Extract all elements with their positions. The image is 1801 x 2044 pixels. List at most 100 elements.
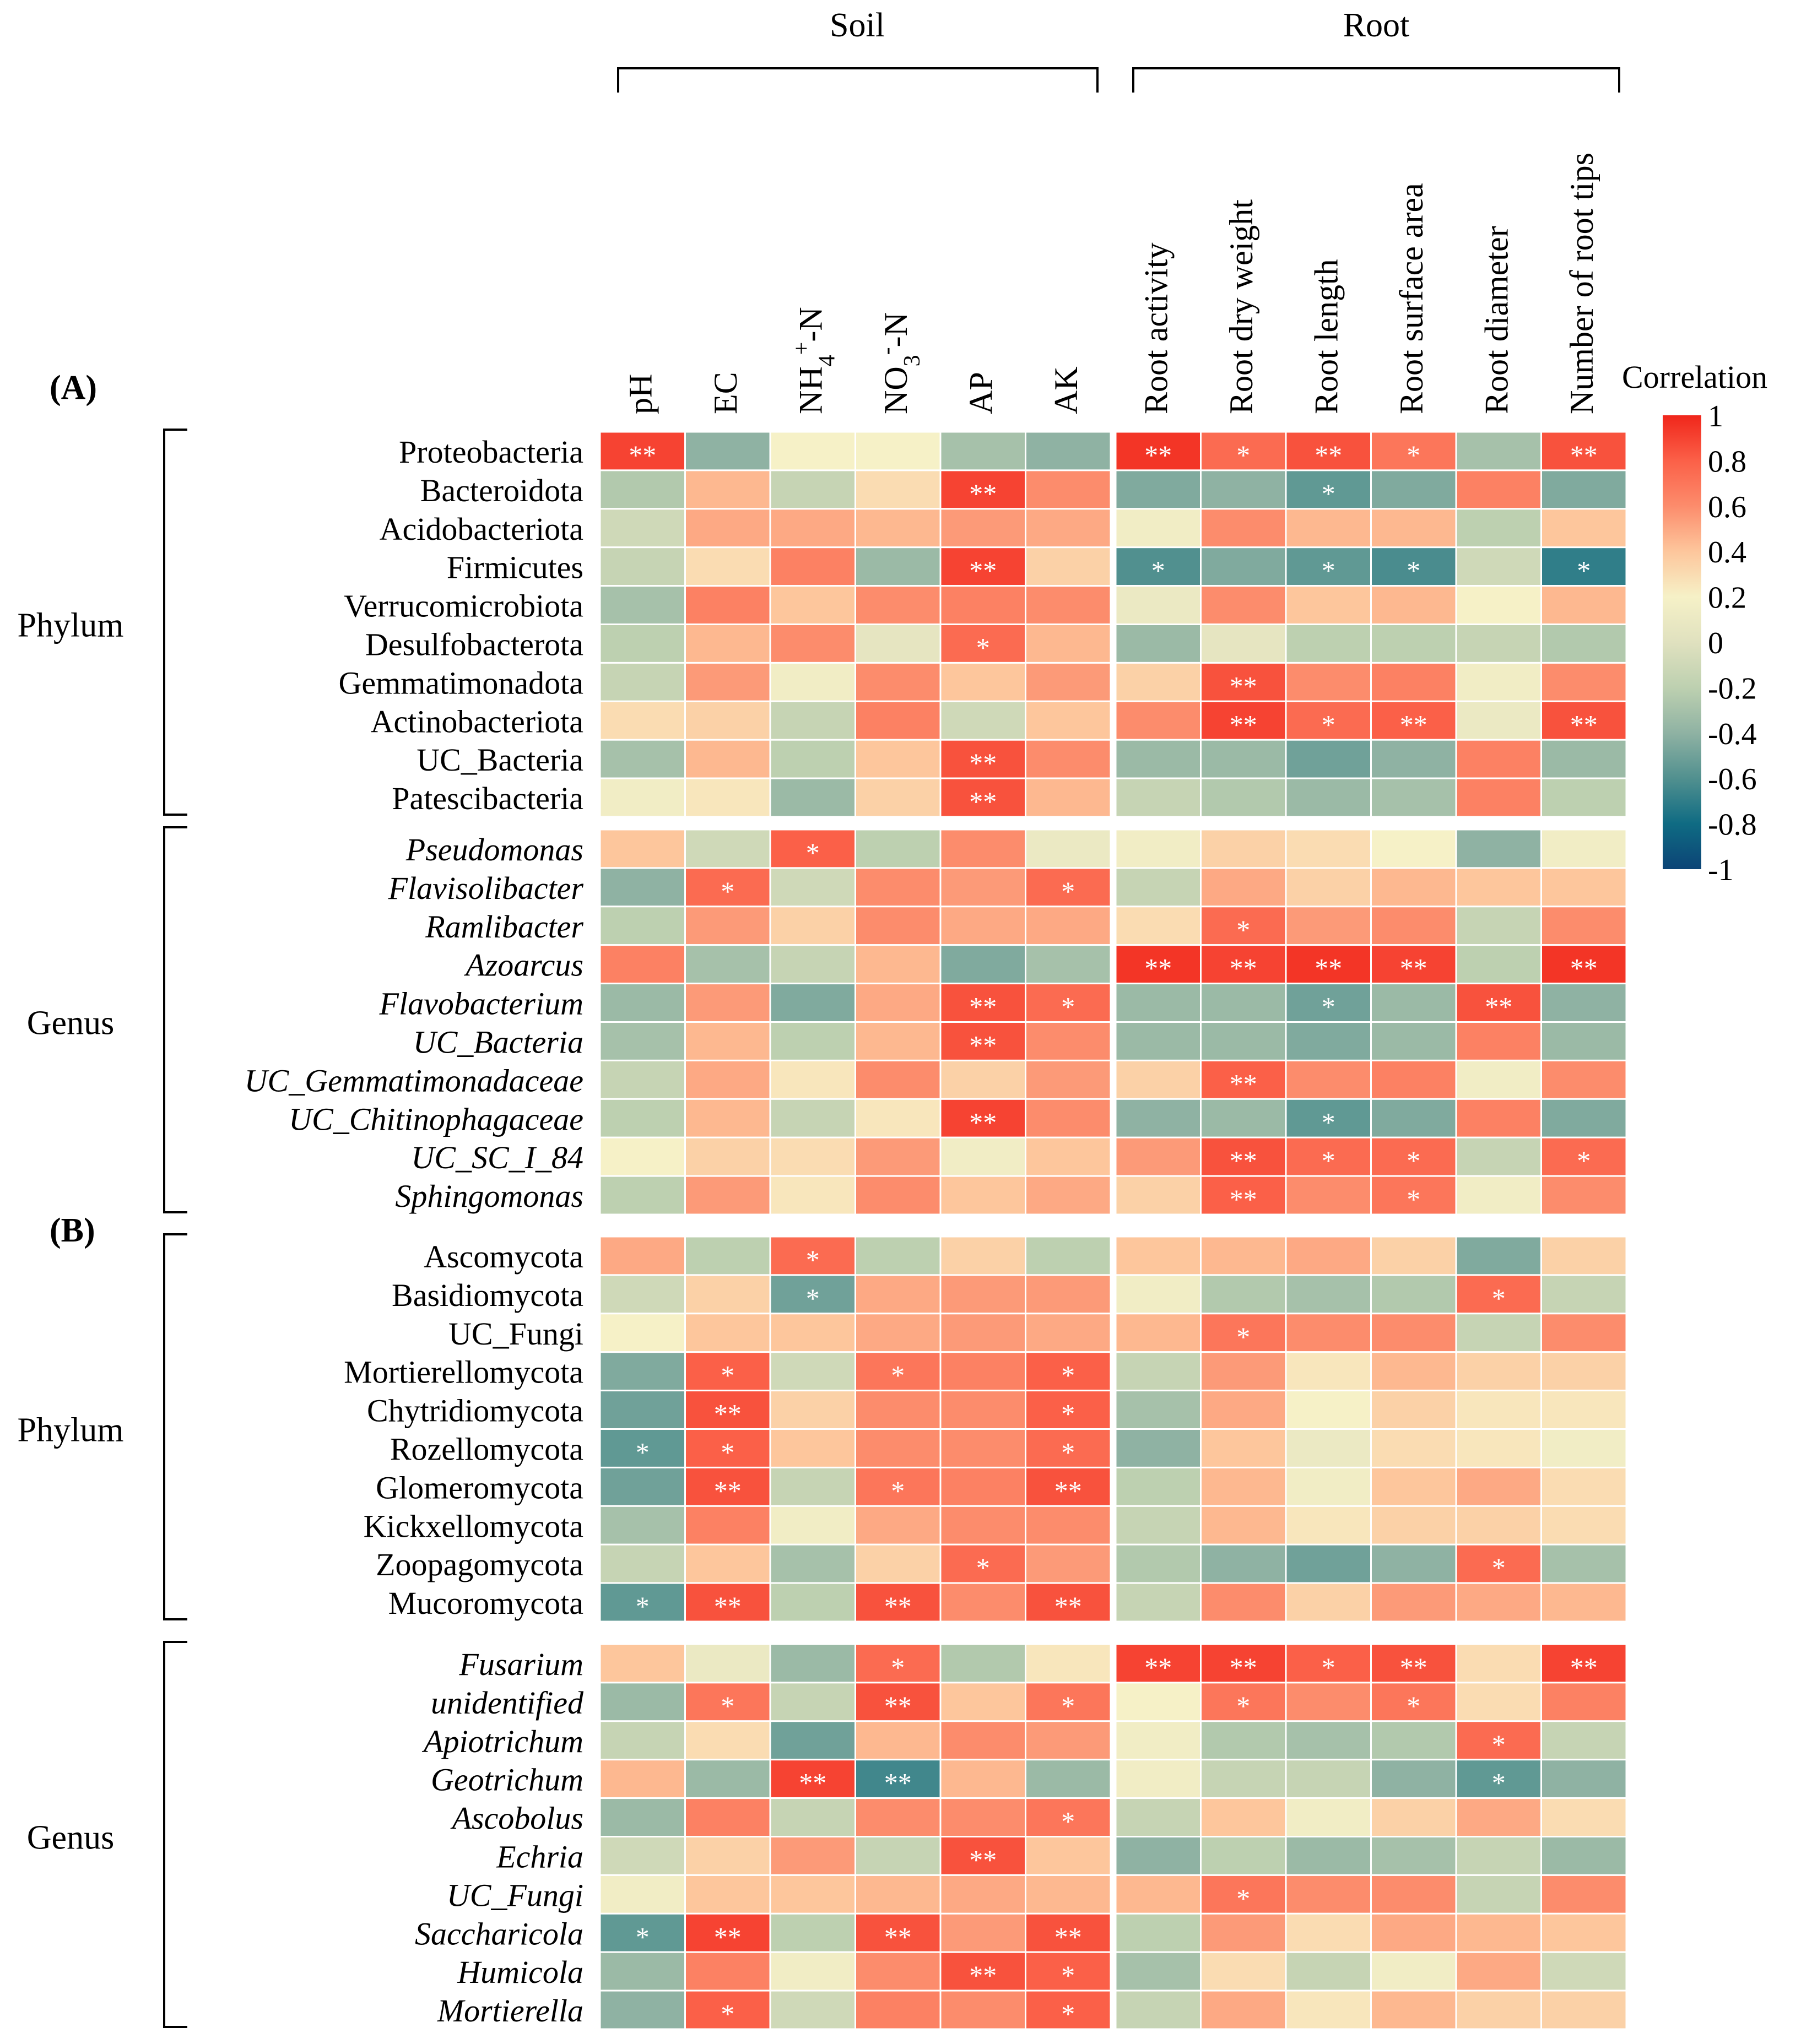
heatmap-cell: [939, 1874, 1026, 1915]
heatmap-cell: [1115, 1136, 1202, 1177]
heatmap-cell: [1115, 431, 1202, 471]
heatmap-cell: [1455, 906, 1542, 946]
heatmap-cell: [1455, 1582, 1542, 1623]
heatmap-cell: [1025, 1235, 1112, 1276]
heatmap-blocks: ** ** * ** * **Proteobacteria** *BacteroidotaA…: [18, 429, 1627, 2030]
row-label: Ascobolus: [450, 1801, 583, 1836]
heatmap-cell: [1455, 700, 1542, 741]
heatmap-cell: [769, 1313, 856, 1353]
heatmap-cell: [1115, 1313, 1202, 1353]
significance-mark: *: [1322, 555, 1335, 586]
significance-mark: **: [969, 478, 997, 509]
row-label: Basidiomycota: [392, 1277, 583, 1313]
heatmap-cell: [1025, 1720, 1112, 1761]
heatmap-cell: [1455, 1313, 1542, 1353]
significance-mark: **: [1400, 953, 1427, 984]
significance-mark: *: [1061, 1998, 1075, 2029]
heatmap-cell: [1200, 828, 1287, 869]
heatmap-cell: [1370, 1428, 1457, 1468]
legend-tick-label: 1: [1708, 399, 1723, 433]
row-label: UC_Fungi: [448, 1316, 583, 1352]
heatmap-cell: [939, 1390, 1026, 1430]
heatmap-cell: [1370, 1543, 1457, 1584]
row-label: Kickxellomycota: [364, 1508, 583, 1544]
heatmap-cell: [769, 1582, 856, 1623]
heatmap-cell: [1285, 1836, 1372, 1876]
heatmap-cell: [1455, 1098, 1542, 1138]
heatmap-cell: [1115, 1720, 1202, 1761]
significance-mark: *: [1577, 555, 1591, 586]
heatmap-cell: [1025, 739, 1112, 779]
heatmap-cell: [854, 469, 942, 510]
heatmap-cell: [684, 469, 771, 510]
heatmap-cell: [1370, 1836, 1457, 1876]
significance-mark: **: [884, 1591, 912, 1622]
heatmap-cell: [1540, 739, 1627, 779]
heatmap-cell: [1285, 1874, 1372, 1915]
row-label: Fusarium: [458, 1646, 583, 1682]
heatmap-cell: [1540, 777, 1627, 818]
heatmap-cell: [684, 1836, 771, 1876]
row-label: Azoarcus: [463, 947, 583, 983]
significance-mark: **: [969, 1844, 997, 1875]
column-label-3: NH4+-N: [789, 307, 840, 414]
heatmap-cell: [1370, 1466, 1457, 1507]
heatmap-cell: [1025, 700, 1112, 741]
heatmap-cell: [599, 1951, 686, 1992]
heatmap-cell: [1200, 469, 1287, 510]
heatmap-cell: [939, 1836, 1026, 1876]
significance-mark: **: [1054, 1475, 1082, 1506]
heatmap-cell: [1115, 1989, 1202, 2030]
legend-title: Correlation: [1622, 359, 1767, 395]
heatmap-cell: [1200, 1720, 1287, 1761]
heatmap-cell: [1200, 867, 1287, 908]
heatmap-cell: [1370, 508, 1457, 549]
row-label: unidentified: [431, 1685, 584, 1721]
heatmap-cell: [599, 1682, 686, 1722]
significance-mark: **: [969, 555, 997, 586]
heatmap-cell: [1370, 1759, 1457, 1799]
heatmap-cell: [1025, 1059, 1112, 1100]
heatmap-cell: [939, 1175, 1026, 1216]
heatmap-cell: [769, 1543, 856, 1584]
heatmap-cell: [1115, 983, 1202, 1023]
heatmap-cell: [1025, 1351, 1112, 1392]
heatmap-cell: [1115, 1836, 1202, 1876]
significance-mark: **: [799, 1768, 826, 1798]
heatmap-cell: [1115, 867, 1202, 908]
heatmap-cell: [854, 1836, 942, 1876]
heatmap-cell: [854, 585, 942, 625]
heatmap-cell: [1115, 1059, 1202, 1100]
heatmap-cell: [1455, 1874, 1542, 1915]
heatmap-cell: [854, 1098, 942, 1138]
legend-tick-label: 0.2: [1708, 581, 1746, 615]
block-label: Genus: [27, 1819, 114, 1857]
heatmap-cell: [1025, 1313, 1112, 1353]
heatmap-cell: [769, 1505, 856, 1546]
heatmap-cell: [1540, 1759, 1627, 1799]
heatmap-cell: [1455, 1059, 1542, 1100]
heatmap-cell: [1455, 1351, 1542, 1392]
heatmap-cell: [854, 1274, 942, 1315]
row-label: Verrucomicrobiota: [344, 588, 583, 624]
heatmap-cell: [684, 944, 771, 985]
significance-mark: *: [721, 1690, 734, 1721]
block-4: * ** ** * ** **Fusarium* ** * * *unidentified*Api…: [27, 1641, 1627, 2030]
column-label-11: Root diameter: [1478, 226, 1515, 414]
heatmap-cell: [1285, 469, 1372, 510]
significance-mark: *: [1492, 1552, 1506, 1583]
heatmap-cell: [1540, 944, 1627, 985]
heatmap-cell: [1455, 546, 1542, 587]
heatmap-cell: [1285, 1797, 1372, 1838]
heatmap-cell: [854, 1797, 942, 1838]
heatmap-cell: [1540, 623, 1627, 664]
significance-mark: *: [976, 1552, 990, 1583]
heatmap-cell: [599, 1720, 686, 1761]
heatmap-cell: [1115, 1390, 1202, 1430]
heatmap-cell: [1115, 700, 1202, 741]
heatmap-cell: [1540, 1235, 1627, 1276]
significance-mark: *: [1061, 1436, 1075, 1467]
significance-mark: *: [891, 1652, 905, 1683]
root-group-bracket: [1132, 67, 1620, 93]
heatmap-cell: [769, 1390, 856, 1430]
